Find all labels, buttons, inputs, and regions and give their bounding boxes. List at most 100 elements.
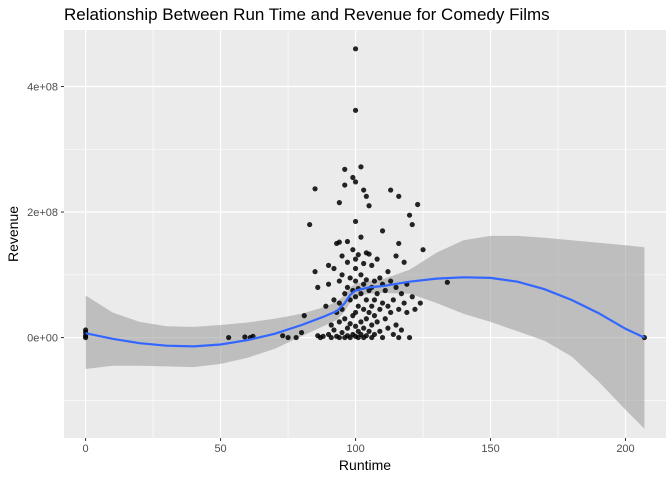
data-point: [420, 247, 426, 253]
data-point: [398, 291, 405, 297]
data-point: [352, 46, 359, 52]
data-point: [344, 259, 351, 265]
x-axis-title: Runtime: [339, 457, 391, 473]
data-point: [352, 107, 359, 113]
data-point: [409, 294, 415, 300]
data-point: [82, 327, 89, 333]
data-point: [352, 265, 359, 272]
data-point: [444, 279, 450, 285]
data-point: [369, 262, 375, 268]
data-point: [388, 309, 394, 316]
x-tick-label: 150: [481, 443, 499, 455]
data-point: [371, 278, 378, 284]
data-point: [336, 300, 342, 306]
data-point: [342, 316, 348, 322]
data-point: [398, 327, 405, 333]
x-tick-label: 200: [616, 443, 634, 455]
data-point: [366, 203, 372, 209]
data-point: [350, 247, 356, 253]
data-point: [280, 333, 286, 339]
data-point: [312, 269, 318, 275]
data-point: [323, 303, 329, 309]
data-point: [226, 334, 232, 341]
y-tick-label: 2e+08: [27, 207, 58, 219]
data-point: [385, 269, 391, 275]
data-point: [352, 323, 359, 329]
minor-gridlines: [64, 30, 666, 438]
data-point: [371, 313, 378, 319]
data-point: [396, 240, 402, 247]
data-point: [409, 221, 415, 228]
data-point: [361, 260, 367, 267]
data-point: [339, 272, 345, 278]
data-point: [350, 174, 356, 181]
confidence-band: [85, 235, 645, 429]
data-point: [342, 182, 348, 188]
data-point: [352, 256, 359, 262]
data-point: [352, 278, 359, 284]
data-point: [336, 239, 342, 245]
data-point: [344, 238, 351, 245]
x-tick-label: 50: [214, 443, 226, 455]
data-point: [331, 265, 337, 272]
data-point: [336, 278, 342, 284]
data-point: [344, 284, 351, 290]
data-point: [374, 319, 380, 325]
data-point: [401, 300, 407, 306]
data-point: [406, 212, 413, 218]
x-axis-ticks: 0 50 100 150 200: [83, 438, 635, 455]
data-point: [374, 256, 380, 262]
data-point: [315, 284, 321, 290]
data-point: [298, 329, 305, 336]
data-point: [301, 313, 307, 319]
data-point: [320, 333, 326, 339]
data-point: [415, 201, 421, 208]
data-point: [352, 294, 359, 300]
scatter-points: [82, 46, 648, 341]
data-point: [363, 333, 369, 339]
data-point: [361, 325, 367, 331]
data-point: [352, 179, 359, 185]
data-point: [361, 306, 367, 312]
data-point: [352, 218, 359, 225]
y-tick-label: 0e+00: [27, 333, 58, 345]
data-point: [363, 277, 369, 283]
data-point: [396, 306, 402, 312]
chart-title: Relationship Between Run Time and Revenu…: [64, 5, 550, 24]
data-point: [366, 328, 372, 334]
x-tick-label: 0: [83, 443, 89, 455]
data-point: [358, 164, 364, 170]
data-point: [361, 187, 367, 193]
data-point: [331, 297, 337, 303]
data-point: [358, 291, 364, 297]
confidence-band-layer: [85, 235, 645, 429]
data-point: [379, 334, 386, 341]
data-point: [390, 331, 396, 338]
data-point: [390, 297, 396, 303]
data-point: [325, 281, 332, 287]
data-point: [404, 309, 410, 316]
x-tick-label: 100: [346, 443, 364, 455]
smooth-line-layer: [85, 276, 645, 348]
data-point: [363, 193, 369, 199]
data-point: [393, 284, 399, 290]
data-point: [342, 291, 348, 297]
data-point: [347, 321, 353, 327]
data-point: [361, 281, 367, 287]
data-point: [388, 278, 394, 284]
data-point: [358, 319, 364, 325]
y-axis-ticks: 0e+00 2e+08 4e+08: [27, 81, 64, 345]
data-point: [379, 228, 386, 234]
data-point: [385, 303, 391, 309]
data-point: [328, 322, 334, 328]
data-point: [396, 193, 402, 199]
data-point: [369, 303, 375, 309]
data-point: [312, 186, 318, 192]
data-point: [293, 334, 299, 341]
data-point: [412, 306, 418, 312]
data-point: [377, 275, 383, 281]
data-point: [371, 331, 378, 338]
data-point: [382, 316, 388, 322]
data-point: [369, 322, 375, 328]
